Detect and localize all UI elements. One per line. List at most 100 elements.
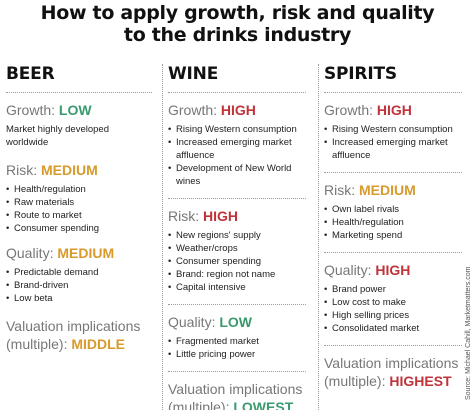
wine-valuation: Valuation implications (multiple): LOWES… xyxy=(168,380,306,410)
divider xyxy=(168,371,306,372)
growth-heading: Growth: LOW xyxy=(6,102,152,119)
list-item: Consumer spending xyxy=(6,222,152,235)
valuation-line-1: Valuation implications xyxy=(324,355,459,371)
title-line-2: to the drinks industry xyxy=(123,24,352,46)
quality-level: HIGH xyxy=(375,262,411,278)
valuation-line-1: Valuation implications xyxy=(6,318,141,334)
quality-list: Predictable demand Brand-driven Low beta xyxy=(6,266,152,305)
list-item: Raw materials xyxy=(6,196,152,209)
list-item: Health/regulation xyxy=(324,216,462,229)
risk-list: Own label rivals Health/regulation Marke… xyxy=(324,203,462,242)
growth-label: Growth: xyxy=(168,102,218,118)
list-item: New regions' supply xyxy=(168,229,306,242)
valuation-label: (multiple): xyxy=(168,399,230,410)
valuation-line-1: Valuation implications xyxy=(168,381,303,397)
growth-heading: Growth: HIGH xyxy=(168,102,306,119)
risk-heading: Risk: MEDIUM xyxy=(324,182,462,199)
valuation-level: MIDDLE xyxy=(71,336,126,352)
spirits-valuation: Valuation implications (multiple): HIGHE… xyxy=(324,354,462,390)
list-item: Little pricing power xyxy=(168,348,306,361)
list-item: Consumer spending xyxy=(168,255,306,268)
valuation-line-2: (multiple): LOWEST xyxy=(168,398,306,410)
divider xyxy=(324,252,462,253)
quality-heading: Quality: MEDIUM xyxy=(6,245,152,262)
list-item: Health/regulation xyxy=(6,183,152,196)
page-title: How to apply growth, risk and quality to… xyxy=(0,2,475,46)
spirits-risk: Risk: MEDIUM Own label rivals Health/reg… xyxy=(324,182,462,242)
quality-list: Brand power Low cost to make High sellin… xyxy=(324,283,462,335)
beer-risk: Risk: MEDIUM Health/regulation Raw mater… xyxy=(6,162,152,235)
spirits-quality: Quality: HIGH Brand power Low cost to ma… xyxy=(324,262,462,335)
growth-heading: Growth: HIGH xyxy=(324,102,462,119)
risk-level: HIGH xyxy=(203,208,239,224)
list-item: Increased emerging market affluence xyxy=(168,136,306,162)
divider xyxy=(168,198,306,199)
wine-growth: Growth: HIGH Rising Western consumption … xyxy=(168,102,306,188)
beer-valuation: Valuation implications (multiple): MIDDL… xyxy=(6,317,152,353)
beer-column: BEER Growth: LOW Market highly developed… xyxy=(6,64,158,410)
divider xyxy=(324,172,462,173)
divider xyxy=(324,345,462,346)
list-item: Predictable demand xyxy=(6,266,152,279)
list-item: High selling prices xyxy=(324,309,462,322)
divider xyxy=(6,92,152,93)
list-item: Fragmented market xyxy=(168,335,306,348)
quality-level: MEDIUM xyxy=(57,245,115,261)
valuation-label: (multiple): xyxy=(6,336,68,352)
quality-label: Quality: xyxy=(324,262,372,278)
list-item: Rising Western consumption xyxy=(168,123,306,136)
list-item: Capital intensive xyxy=(168,281,306,294)
list-item: Development of New World wines xyxy=(168,162,306,188)
risk-label: Risk: xyxy=(324,182,356,198)
growth-text: Market highly developed worldwide xyxy=(6,124,109,148)
spirits-title: SPIRITS xyxy=(324,64,397,84)
list-item: Weather/crops xyxy=(168,242,306,255)
valuation-line-2: (multiple): HIGHEST xyxy=(324,372,462,390)
divider xyxy=(168,92,306,93)
list-item: Brand power xyxy=(324,283,462,296)
list-item: Increased emerging market affluence xyxy=(324,136,462,162)
quality-heading: Quality: HIGH xyxy=(324,262,462,279)
wine-column: WINE Growth: HIGH Rising Western consump… xyxy=(162,64,312,410)
growth-list: Rising Western consumption Increased eme… xyxy=(324,123,462,162)
quality-label: Quality: xyxy=(168,314,216,330)
list-item: Brand: region not name xyxy=(168,268,306,281)
list-item: Brand-driven xyxy=(6,279,152,292)
risk-heading: Risk: HIGH xyxy=(168,208,306,225)
risk-level: MEDIUM xyxy=(41,162,98,178)
valuation-label: (multiple): xyxy=(324,373,386,389)
valuation-line-2: (multiple): MIDDLE xyxy=(6,335,152,353)
valuation-level: LOWEST xyxy=(233,399,294,410)
source-credit: Source: Michael Cahill, Marketmatters.co… xyxy=(465,266,472,400)
quality-level: LOW xyxy=(219,314,253,330)
risk-level: MEDIUM xyxy=(359,182,416,198)
divider xyxy=(168,304,306,305)
wine-title: WINE xyxy=(168,64,219,84)
title-line-1: How to apply growth, risk and quality xyxy=(40,2,435,24)
growth-level: HIGH xyxy=(220,102,256,118)
growth-level: LOW xyxy=(58,102,92,118)
quality-list: Fragmented market Little pricing power xyxy=(168,335,306,361)
valuation-level: HIGHEST xyxy=(389,373,452,389)
quality-label: Quality: xyxy=(6,245,54,261)
spirits-column: SPIRITS Growth: HIGH Rising Western cons… xyxy=(318,64,468,410)
growth-label: Growth: xyxy=(324,102,374,118)
risk-heading: Risk: MEDIUM xyxy=(6,162,152,179)
wine-risk: Risk: HIGH New regions' supply Weather/c… xyxy=(168,208,306,294)
risk-label: Risk: xyxy=(6,162,38,178)
growth-list: Rising Western consumption Increased eme… xyxy=(168,123,306,188)
growth-level: HIGH xyxy=(376,102,412,118)
list-item: Own label rivals xyxy=(324,203,462,216)
columns: BEER Growth: LOW Market highly developed… xyxy=(0,64,475,410)
beer-growth: Growth: LOW Market highly developed worl… xyxy=(6,102,152,149)
risk-list: Health/regulation Raw materials Route to… xyxy=(6,183,152,235)
list-item: Route to market xyxy=(6,209,152,222)
risk-label: Risk: xyxy=(168,208,200,224)
list-item: Low cost to make xyxy=(324,296,462,309)
wine-quality: Quality: LOW Fragmented market Little pr… xyxy=(168,314,306,361)
quality-heading: Quality: LOW xyxy=(168,314,306,331)
beer-title: BEER xyxy=(6,64,55,84)
growth-label: Growth: xyxy=(6,102,56,118)
beer-quality: Quality: MEDIUM Predictable demand Brand… xyxy=(6,245,152,305)
risk-list: New regions' supply Weather/crops Consum… xyxy=(168,229,306,294)
